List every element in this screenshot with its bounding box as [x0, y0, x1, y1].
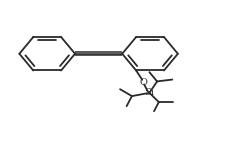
Text: O: O [139, 78, 147, 87]
Text: Si: Si [144, 88, 154, 97]
